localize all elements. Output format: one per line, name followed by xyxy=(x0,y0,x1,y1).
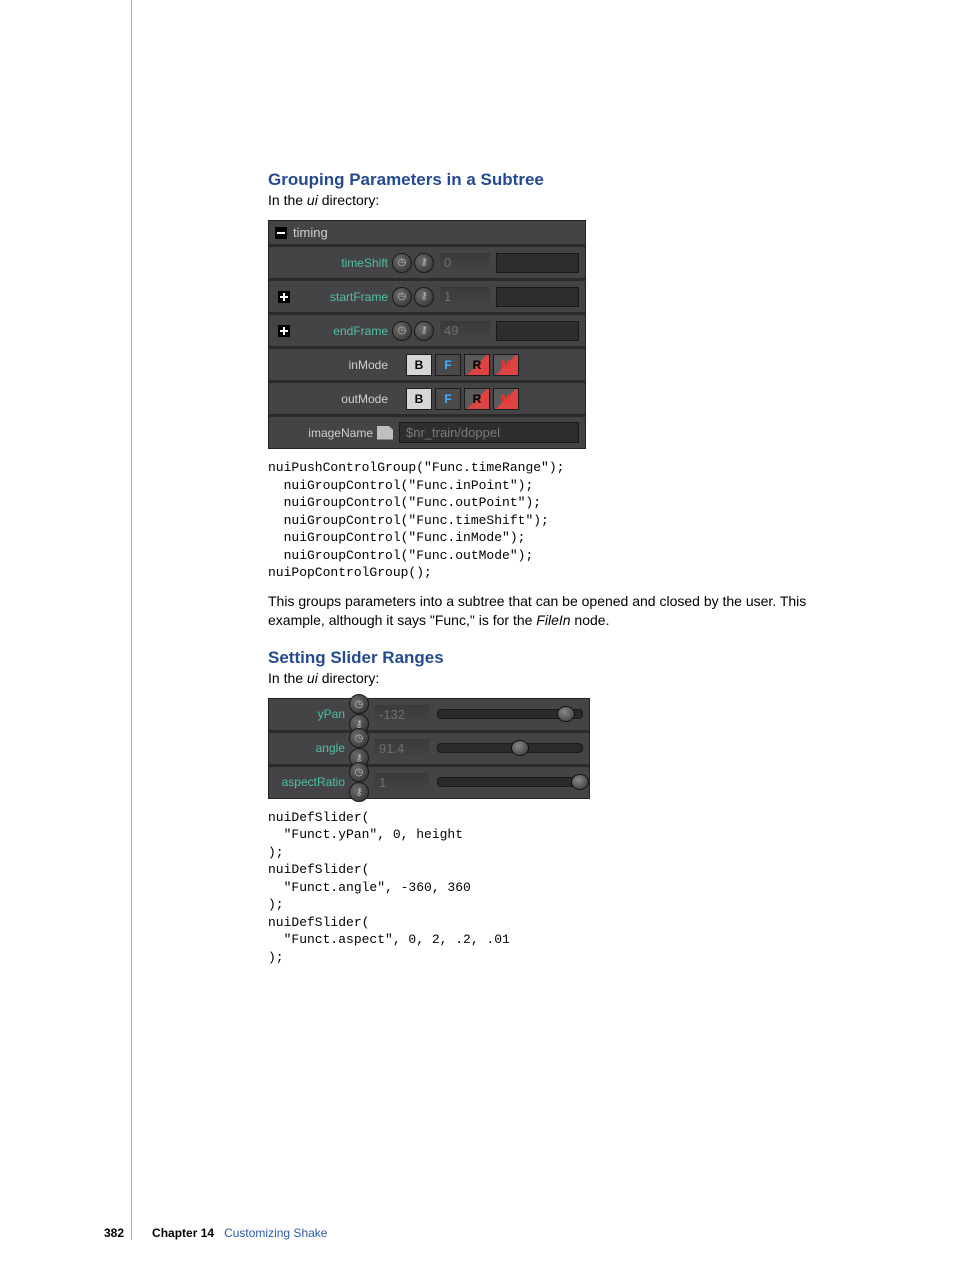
chapter-title: Customizing Shake xyxy=(224,1226,327,1240)
row-imagename: imageName $nr_train/doppel xyxy=(269,417,585,448)
slider-thumb-ypan[interactable] xyxy=(557,706,575,722)
row-outmode: outMode B F R M xyxy=(269,383,585,417)
clock-icon[interactable]: ◷ xyxy=(349,762,369,782)
value-endframe[interactable]: 49 xyxy=(440,321,490,340)
clock-icon[interactable]: ◷ xyxy=(392,321,412,341)
margin-rule xyxy=(131,0,132,1240)
inmode-btn-b[interactable]: B xyxy=(406,354,432,376)
key-icon[interactable]: ⚷ xyxy=(414,287,434,307)
row-inmode: inMode B F R M xyxy=(269,349,585,383)
inmode-btn-f[interactable]: F xyxy=(435,354,461,376)
collapse-icon[interactable] xyxy=(275,227,287,239)
chapter-label: Chapter 14 xyxy=(152,1226,214,1240)
dir1-it: ui xyxy=(307,192,318,208)
timing-group-header[interactable]: timing xyxy=(269,221,585,247)
label-inmode: inMode xyxy=(293,358,392,372)
label-endframe: endFrame xyxy=(293,324,392,338)
slider-angle[interactable] xyxy=(437,743,583,753)
body1-it: FileIn xyxy=(536,612,570,628)
slider-thumb-aspect[interactable] xyxy=(571,774,589,790)
outmode-btn-b[interactable]: B xyxy=(406,388,432,410)
dir2-it: ui xyxy=(307,670,318,686)
key-icon[interactable]: ⚷ xyxy=(414,253,434,273)
outmode-btn-f[interactable]: F xyxy=(435,388,461,410)
value-timeshift[interactable]: 0 xyxy=(440,253,490,272)
slider-aspect[interactable] xyxy=(437,777,583,787)
row-timeshift: timeShift ◷ ⚷ 0 xyxy=(269,247,585,281)
slider-thumb-angle[interactable] xyxy=(511,740,529,756)
knobs-startframe: ◷ ⚷ xyxy=(392,287,434,307)
row-ypan: yPan ◷ ⚷ -132 xyxy=(269,699,589,733)
outmode-btn-m[interactable]: M xyxy=(493,388,519,410)
dir1-suffix: directory: xyxy=(318,192,379,208)
file-icon[interactable] xyxy=(377,426,393,440)
key-icon[interactable]: ⚷ xyxy=(414,321,434,341)
slot-endframe[interactable] xyxy=(496,321,579,341)
code-block-1: nuiPushControlGroup("Func.timeRange"); n… xyxy=(268,459,864,582)
body-para-1: This groups parameters into a subtree th… xyxy=(268,592,864,630)
outmode-btn-r[interactable]: R xyxy=(464,388,490,410)
timing-group-label: timing xyxy=(293,225,328,240)
slider-panel: yPan ◷ ⚷ -132 angle ◷ ⚷ 91.4 aspectRatio xyxy=(268,698,590,799)
slider-ypan[interactable] xyxy=(437,709,583,719)
dir-line-2: In the ui directory: xyxy=(268,670,864,686)
label-ypan: yPan xyxy=(275,707,349,721)
clock-icon[interactable]: ◷ xyxy=(392,253,412,273)
inmode-buttons: B F R M xyxy=(406,354,519,376)
row-startframe: startFrame ◷ ⚷ 1 xyxy=(269,281,585,315)
row-aspect: aspectRatio ◷ ⚷ 1 xyxy=(269,767,589,798)
label-timeshift: timeShift xyxy=(293,256,392,270)
knobs-endframe: ◷ ⚷ xyxy=(392,321,434,341)
dir-line-1: In the ui directory: xyxy=(268,192,864,208)
body1-b: node. xyxy=(571,612,610,628)
page-number: 382 xyxy=(104,1226,124,1240)
expand-endframe[interactable] xyxy=(275,325,293,337)
timing-panel: timing timeShift ◷ ⚷ 0 startFrame ◷ ⚷ 1 … xyxy=(268,220,586,449)
label-imagename: imageName xyxy=(293,426,377,440)
knobs-timeshift: ◷ ⚷ xyxy=(392,253,434,273)
value-imagename[interactable]: $nr_train/doppel xyxy=(399,422,579,443)
slot-startframe[interactable] xyxy=(496,287,579,307)
value-startframe[interactable]: 1 xyxy=(440,287,490,306)
label-aspect: aspectRatio xyxy=(275,775,349,789)
label-angle: angle xyxy=(275,741,349,755)
section-heading-grouping: Grouping Parameters in a Subtree xyxy=(268,170,864,190)
value-aspect[interactable]: 1 xyxy=(375,773,429,792)
dir2-suffix: directory: xyxy=(318,670,379,686)
slot-timeshift[interactable] xyxy=(496,253,579,273)
expand-startframe[interactable] xyxy=(275,291,293,303)
value-angle[interactable]: 91.4 xyxy=(375,739,429,758)
dir1-prefix: In the xyxy=(268,192,307,208)
key-icon[interactable]: ⚷ xyxy=(349,782,369,802)
code-block-2: nuiDefSlider( "Funct.yPan", 0, height );… xyxy=(268,809,864,967)
label-startframe: startFrame xyxy=(293,290,392,304)
inmode-btn-m[interactable]: M xyxy=(493,354,519,376)
row-angle: angle ◷ ⚷ 91.4 xyxy=(269,733,589,767)
row-endframe: endFrame ◷ ⚷ 49 xyxy=(269,315,585,349)
inmode-btn-r[interactable]: R xyxy=(464,354,490,376)
value-ypan[interactable]: -132 xyxy=(375,705,429,724)
label-outmode: outMode xyxy=(293,392,392,406)
clock-icon[interactable]: ◷ xyxy=(349,728,369,748)
knobs-aspect: ◷ ⚷ xyxy=(349,762,369,802)
page-footer: 382 Chapter 14 Customizing Shake xyxy=(104,1226,327,1240)
outmode-buttons: B F R M xyxy=(406,388,519,410)
dir2-prefix: In the xyxy=(268,670,307,686)
clock-icon[interactable]: ◷ xyxy=(349,694,369,714)
clock-icon[interactable]: ◷ xyxy=(392,287,412,307)
section-heading-sliders: Setting Slider Ranges xyxy=(268,648,864,668)
